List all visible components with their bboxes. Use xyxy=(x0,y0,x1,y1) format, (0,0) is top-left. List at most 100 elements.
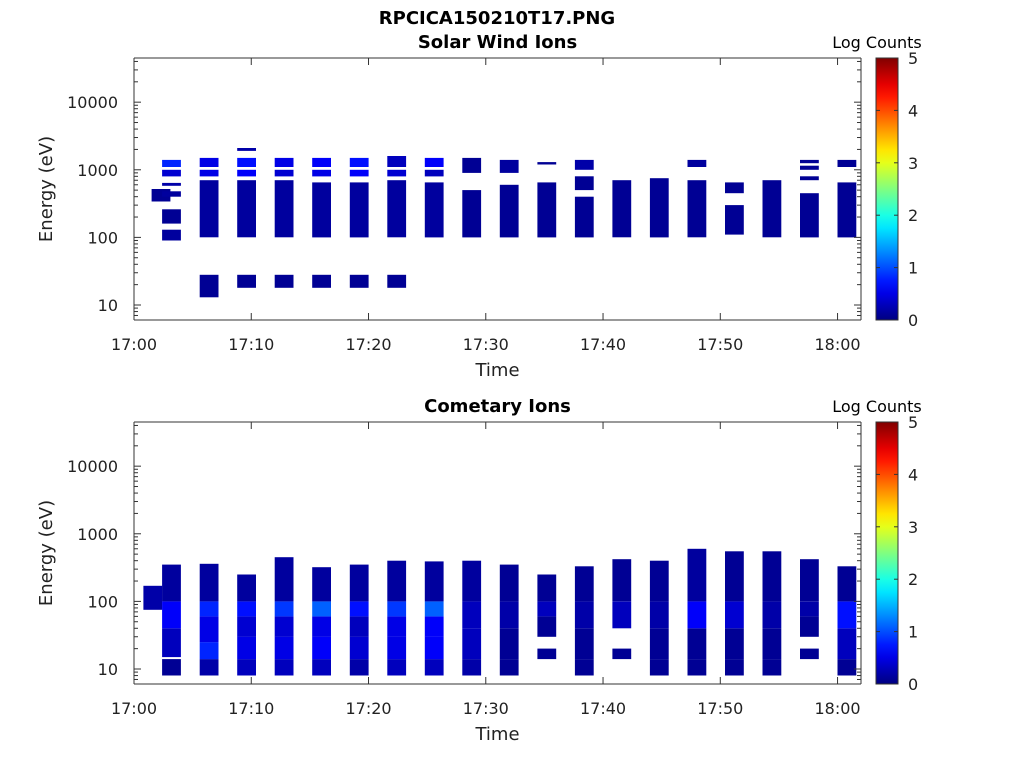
spectrogram-cell xyxy=(462,659,482,676)
x-axis-label: Time xyxy=(474,360,519,381)
spectrogram-cell xyxy=(312,659,331,676)
spectrogram-cells xyxy=(151,148,857,298)
colorbar-tick-label: 2 xyxy=(908,570,918,589)
spectrogram-cell xyxy=(349,564,369,602)
spectrogram-cell xyxy=(800,648,819,660)
spectrogram-cell xyxy=(800,601,819,617)
spectrogram-cell xyxy=(387,636,407,660)
spectrogram-cell xyxy=(537,648,557,660)
spectrogram-cell xyxy=(312,636,331,660)
spectrogram-cell xyxy=(349,169,369,177)
spectrogram-cell xyxy=(349,616,369,637)
spectrogram-cell xyxy=(424,636,444,660)
x-tick-label: 17:40 xyxy=(580,699,626,718)
spectrogram-cell xyxy=(274,169,294,177)
spectrogram-cell xyxy=(274,659,294,676)
spectrogram-cell xyxy=(574,659,594,676)
x-tick-label: 17:50 xyxy=(697,699,743,718)
x-tick-label: 17:00 xyxy=(111,335,157,354)
y-tick-label: 1000 xyxy=(77,161,118,180)
x-tick-label: 17:50 xyxy=(697,335,743,354)
spectrogram-cell xyxy=(837,628,857,660)
x-tick-label: 17:20 xyxy=(345,335,391,354)
spectrogram-cell xyxy=(800,616,819,637)
x-tick-label: 17:30 xyxy=(463,335,509,354)
spectrogram-cell xyxy=(687,180,707,238)
spectrogram-cell xyxy=(574,601,594,629)
spectrogram-cell xyxy=(612,648,632,660)
spectrogram-cell xyxy=(499,601,519,629)
spectrogram-cell xyxy=(349,182,369,238)
spectrogram-cell xyxy=(612,180,632,238)
colorbar-tick-label: 3 xyxy=(908,518,918,537)
spectrogram-cell xyxy=(762,628,782,660)
spectrogram-cell xyxy=(499,184,519,238)
y-tick-label: 1000 xyxy=(77,525,118,544)
spectrogram-cell xyxy=(237,659,256,676)
spectrogram-cell xyxy=(199,642,219,660)
y-tick-label: 100 xyxy=(87,228,118,247)
spectrogram-cell xyxy=(199,601,219,617)
y-axis-label: Energy (eV) xyxy=(36,136,57,242)
spectrogram-cell xyxy=(274,157,294,167)
spectrogram-cell xyxy=(537,616,557,637)
spectrogram-cell xyxy=(800,165,819,170)
y-tick-label: 10 xyxy=(98,296,118,315)
colorbar-tick-label: 2 xyxy=(908,206,918,225)
spectrogram-cell xyxy=(537,162,557,165)
colorbar-tick-label: 4 xyxy=(908,465,918,484)
spectrogram-cell xyxy=(424,659,444,676)
spectrogram-cell xyxy=(237,180,256,238)
spectrogram-cell xyxy=(837,159,857,167)
colorbar-tick-label: 5 xyxy=(908,413,918,432)
x-tick-label: 17:10 xyxy=(228,335,274,354)
spectrogram-cell xyxy=(274,557,294,602)
spectrogram-cell xyxy=(199,180,219,238)
spectrogram-cell xyxy=(649,659,669,676)
spectrogram-cell xyxy=(800,159,819,164)
spectrogram-cell xyxy=(649,560,669,602)
spectrogram-cell xyxy=(312,169,331,177)
spectrogram-cell xyxy=(649,178,669,238)
spectrogram-cell xyxy=(800,559,819,602)
x-tick-label: 17:20 xyxy=(345,699,391,718)
spectrogram-cell xyxy=(574,196,594,238)
spectrogram-cell xyxy=(237,169,256,177)
colorbar: Log Counts 0 1 2 3 4 5 xyxy=(832,397,922,694)
colorbar-tick-label: 1 xyxy=(908,259,918,278)
spectrogram-cell xyxy=(462,601,482,629)
spectrogram-cell xyxy=(199,616,219,643)
spectrogram-cell xyxy=(162,564,181,602)
spectrogram-cell xyxy=(349,157,369,167)
spectrogram-cell xyxy=(800,176,819,181)
spectrogram-cell xyxy=(162,191,181,197)
spectrogram-cell xyxy=(537,601,557,617)
spectrogram-cell xyxy=(162,659,181,676)
spectrogram-cell xyxy=(237,636,256,660)
spectrogram-cell xyxy=(387,274,407,288)
panel-solar-wind-ions: Solar Wind Ions 17:00 17:10 17:20 17:30 17:40… xyxy=(36,32,922,381)
spectrogram-cell xyxy=(387,616,407,637)
colorbar-gradient xyxy=(875,421,899,685)
spectrogram-cell xyxy=(462,190,482,238)
x-axis-label: Time xyxy=(474,724,519,745)
spectrogram-cell xyxy=(199,659,219,676)
spectrogram-cell xyxy=(143,585,163,610)
spectrogram-cell xyxy=(387,180,407,238)
spectrogram-cell xyxy=(725,205,744,235)
spectrogram-cell xyxy=(312,157,331,167)
spectrogram-cell xyxy=(162,159,181,167)
spectrogram-cell xyxy=(424,561,444,602)
spectrogram-cell xyxy=(687,659,707,676)
spectrogram-cell xyxy=(649,601,669,629)
spectrogram-cell xyxy=(725,659,744,676)
spectrogram-cell xyxy=(762,551,782,602)
spectrogram-cell xyxy=(199,169,219,177)
spectrogram-cell xyxy=(574,176,594,191)
spectrogram-cell xyxy=(312,601,331,617)
spectrogram-cell xyxy=(274,180,294,238)
spectrogram-cell xyxy=(387,601,407,617)
spectrogram-cell xyxy=(199,274,219,298)
spectrogram-cell xyxy=(199,157,219,167)
